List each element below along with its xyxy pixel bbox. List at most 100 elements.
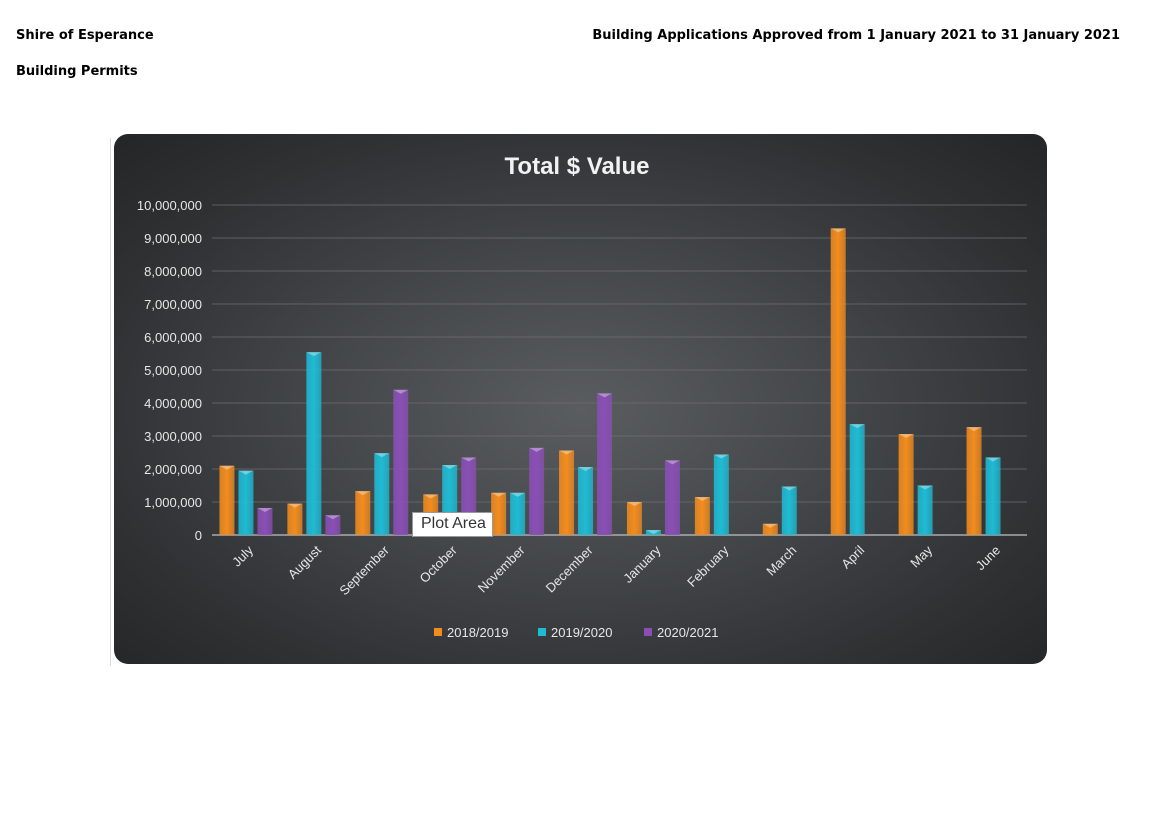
x-tick-label: June [973, 543, 1004, 574]
x-tick-label: August [285, 542, 324, 581]
bar-cap [781, 486, 797, 491]
x-tick-label: February [684, 542, 732, 590]
bar-2020-2021-december[interactable] [597, 393, 613, 535]
bar-cap [597, 393, 613, 398]
organisation-name: Shire of Esperance [16, 28, 154, 43]
gridlines [212, 204, 1027, 536]
bars [219, 228, 1001, 536]
y-tick-label: 1,000,000 [144, 495, 202, 510]
bar-2020-2021-november[interactable] [529, 447, 545, 535]
bar-cap [830, 228, 846, 233]
bar-2019-2020-december[interactable] [578, 467, 594, 535]
y-tick-label: 6,000,000 [144, 330, 202, 345]
y-tick-label: 0 [195, 528, 202, 543]
bar-cap [645, 530, 661, 535]
legend: 2018/2019 2019/2020 2020/2021 [434, 625, 718, 640]
bar-cap [257, 507, 273, 512]
axes: 0 1,000,000 2,000,000 3,000,000 4,000,000 5,0… [137, 198, 1003, 598]
x-tick-label: March [763, 543, 799, 579]
bar-2018-2019-february[interactable] [694, 497, 710, 535]
bar-cap [849, 424, 865, 429]
y-tick-label: 8,000,000 [144, 264, 202, 279]
bar-2018-2019-may[interactable] [898, 434, 914, 535]
bar-2018-2019-november[interactable] [491, 492, 507, 535]
bar-2019-2020-november[interactable] [510, 492, 526, 535]
x-tick-label: October [417, 542, 461, 586]
bar-cap [219, 465, 235, 470]
x-tick-label: January [620, 542, 664, 586]
plot-area-tooltip: Plot Area [412, 512, 493, 537]
y-tick-label: 5,000,000 [144, 363, 202, 378]
bar-cap [578, 467, 594, 472]
bar-cap [898, 434, 914, 439]
legend-label: 2019/2020 [551, 625, 612, 640]
bar-cap [510, 492, 526, 497]
x-tick-label: May [907, 542, 935, 570]
bar-2018-2019-august[interactable] [287, 503, 303, 535]
bar-cap [374, 453, 390, 458]
page-subtitle: Building Permits [16, 64, 138, 79]
y-tick-label: 2,000,000 [144, 462, 202, 477]
bar-cap [423, 494, 439, 499]
bar-cap [325, 515, 341, 520]
bar-cap [694, 497, 710, 502]
bar-cap [762, 523, 778, 528]
bar-2020-2021-august[interactable] [325, 515, 341, 535]
bar-2018-2019-june[interactable] [966, 427, 982, 535]
bar-cap [713, 454, 729, 459]
bar-cap [461, 457, 477, 462]
x-tick-label: September [336, 542, 392, 598]
bar-2018-2019-july[interactable] [219, 465, 235, 535]
x-tick-label: July [229, 542, 256, 569]
bar-cap [491, 492, 507, 497]
bar-cap [966, 427, 982, 432]
report-title: Building Applications Approved from 1 Ja… [592, 28, 1120, 43]
legend-label: 2020/2021 [657, 625, 718, 640]
bar-2019-2020-june[interactable] [985, 457, 1001, 535]
bar-2019-2020-april[interactable] [849, 424, 865, 535]
chart-svg: 0 1,000,000 2,000,000 3,000,000 4,000,000 5,0… [137, 153, 1027, 640]
chart-frame-edge [110, 138, 111, 666]
bar-2018-2019-april[interactable] [830, 228, 846, 535]
bar-2020-2021-july[interactable] [257, 507, 273, 535]
y-tick-label: 3,000,000 [144, 429, 202, 444]
bar-cap [238, 470, 254, 475]
bar-cap [626, 502, 642, 506]
legend-label: 2018/2019 [447, 625, 508, 640]
bar-cap [917, 485, 933, 490]
x-tick-label: November [475, 542, 528, 595]
bar-2020-2021-september[interactable] [393, 389, 409, 535]
bar-cap [529, 447, 545, 452]
bar-cap [664, 460, 680, 465]
bar-2018-2019-december[interactable] [559, 450, 575, 535]
bar-2018-2019-september[interactable] [355, 491, 371, 535]
bar-2018-2019-march[interactable] [762, 523, 778, 535]
bar-cap [559, 450, 575, 455]
bar-2019-2020-january[interactable] [645, 530, 661, 535]
legend-swatch [434, 628, 442, 636]
bar-2018-2019-january[interactable] [626, 502, 642, 535]
bar-cap [985, 457, 1001, 462]
bar-2019-2020-march[interactable] [781, 486, 797, 535]
y-tick-label: 4,000,000 [144, 396, 202, 411]
bar-2019-2020-may[interactable] [917, 485, 933, 536]
y-tick-label: 9,000,000 [144, 231, 202, 246]
bar-cap [355, 491, 371, 496]
legend-swatch [644, 628, 652, 636]
bar-2019-2020-february[interactable] [713, 454, 729, 535]
x-tick-label: April [838, 542, 867, 571]
x-tick-label: December [543, 542, 596, 595]
bar-cap [393, 389, 409, 394]
bar-cap [442, 465, 458, 470]
chart-panel[interactable]: 0 1,000,000 2,000,000 3,000,000 4,000,000 5,0… [114, 134, 1047, 664]
bar-2019-2020-august[interactable] [306, 352, 322, 535]
y-tick-label: 7,000,000 [144, 297, 202, 312]
y-tick-label: 10,000,000 [137, 198, 202, 213]
bar-2020-2021-january[interactable] [664, 460, 680, 535]
bar-2019-2020-september[interactable] [374, 453, 390, 535]
bar-2019-2020-july[interactable] [238, 470, 254, 535]
bar-cap [306, 352, 322, 357]
legend-swatch [538, 628, 546, 636]
chart-title: Total $ Value [505, 153, 650, 180]
bar-cap [287, 503, 303, 508]
